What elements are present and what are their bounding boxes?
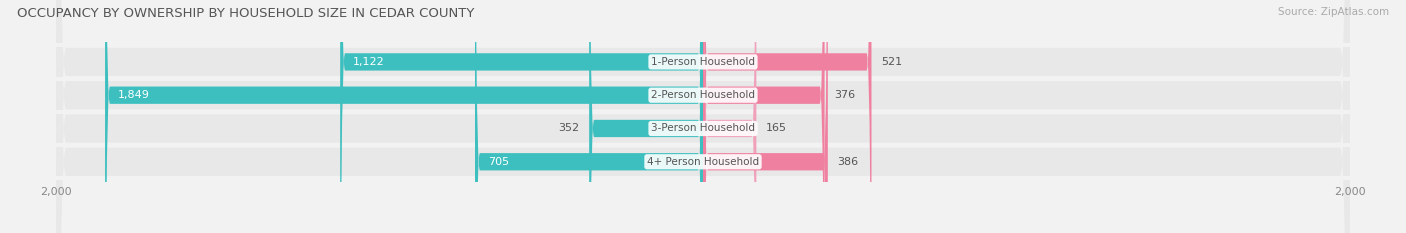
Text: 376: 376: [834, 90, 855, 100]
Text: 1,849: 1,849: [118, 90, 150, 100]
Text: 1-Person Household: 1-Person Household: [651, 57, 755, 67]
Text: 386: 386: [838, 157, 859, 167]
Text: OCCUPANCY BY OWNERSHIP BY HOUSEHOLD SIZE IN CEDAR COUNTY: OCCUPANCY BY OWNERSHIP BY HOUSEHOLD SIZE…: [17, 7, 474, 20]
FancyBboxPatch shape: [56, 0, 1350, 233]
Text: 1,122: 1,122: [353, 57, 385, 67]
Text: 4+ Person Household: 4+ Person Household: [647, 157, 759, 167]
Text: 165: 165: [766, 123, 787, 134]
Legend: Owner-occupied, Renter-occupied: Owner-occupied, Renter-occupied: [589, 230, 817, 233]
FancyBboxPatch shape: [703, 0, 828, 233]
FancyBboxPatch shape: [703, 0, 756, 233]
Text: 352: 352: [558, 123, 579, 134]
Text: 705: 705: [488, 157, 509, 167]
FancyBboxPatch shape: [703, 0, 824, 233]
FancyBboxPatch shape: [105, 0, 703, 233]
FancyBboxPatch shape: [703, 0, 872, 233]
Text: 521: 521: [882, 57, 903, 67]
FancyBboxPatch shape: [56, 0, 1350, 233]
FancyBboxPatch shape: [340, 0, 703, 233]
FancyBboxPatch shape: [589, 0, 703, 233]
Text: 3-Person Household: 3-Person Household: [651, 123, 755, 134]
FancyBboxPatch shape: [56, 0, 1350, 233]
Text: Source: ZipAtlas.com: Source: ZipAtlas.com: [1278, 7, 1389, 17]
FancyBboxPatch shape: [56, 0, 1350, 233]
FancyBboxPatch shape: [475, 0, 703, 233]
Text: 2-Person Household: 2-Person Household: [651, 90, 755, 100]
